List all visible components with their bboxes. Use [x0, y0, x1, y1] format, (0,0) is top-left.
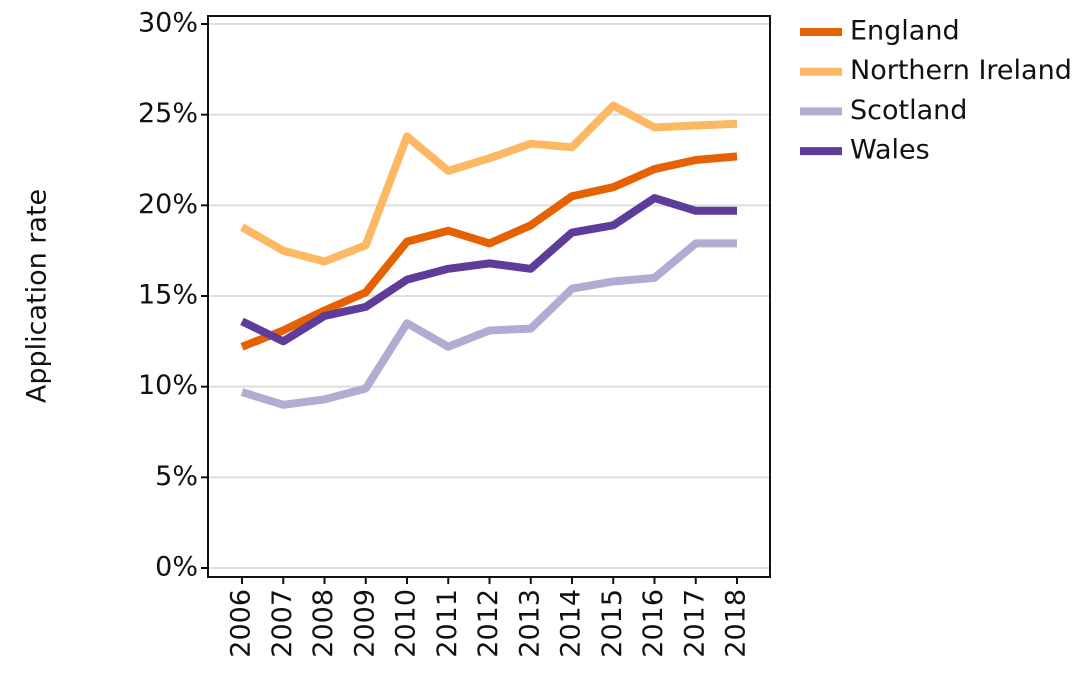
y-axis-label: Application rate	[22, 189, 53, 403]
plot-frame	[207, 15, 771, 578]
x-tick-label: 2015	[597, 589, 628, 658]
x-tick-label: 2017	[679, 589, 710, 658]
series-line	[240, 239, 737, 409]
x-tick-label: 2018	[721, 589, 752, 658]
y-tick-label: 10%	[138, 370, 198, 401]
x-tick-label: 2006	[226, 589, 257, 658]
x-tick-label: 2011	[432, 589, 463, 658]
x-tick-label: 2012	[473, 589, 504, 658]
y-tick-label: 15%	[138, 280, 198, 311]
y-tick-label: 5%	[155, 461, 198, 492]
legend-label: England	[850, 16, 960, 47]
y-tick-label: 0%	[155, 552, 198, 583]
legend-label: Northern Ireland	[850, 55, 1072, 86]
x-tick-label: 2014	[556, 589, 587, 658]
legend-label: Wales	[850, 135, 930, 166]
legend-label: Scotland	[850, 95, 967, 126]
series-line	[240, 194, 737, 346]
x-tick-label: 2016	[638, 589, 669, 658]
series-line	[240, 101, 738, 266]
y-tick-label: 25%	[138, 98, 198, 129]
x-tick-label: 2010	[391, 589, 422, 658]
x-tick-label: 2008	[308, 589, 339, 658]
x-tick-label: 2009	[349, 589, 380, 658]
y-tick-label: 30%	[138, 8, 198, 39]
x-tick-label: 2013	[514, 589, 545, 658]
y-tick-label: 20%	[138, 189, 198, 220]
series-line	[240, 152, 738, 351]
x-tick-label: 2007	[267, 589, 298, 658]
